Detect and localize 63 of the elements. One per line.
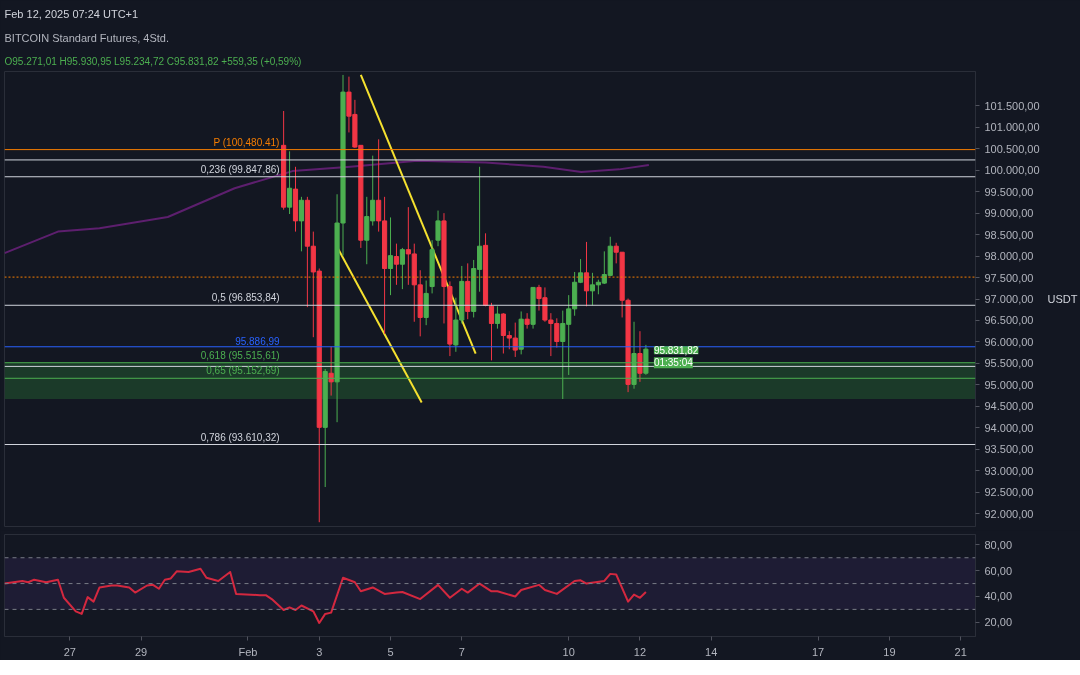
text: Feb 12, 2025 07:24 UTC+1 bbox=[4, 7, 139, 20]
x-tick-label: 14 bbox=[705, 645, 718, 658]
candlestick bbox=[637, 330, 643, 383]
ref-line-label: 0,236 (99.847,86) bbox=[200, 163, 280, 175]
x-tick-label: 17 bbox=[812, 645, 825, 658]
y-tick-label: 97.000,00 bbox=[984, 293, 1034, 305]
x-tick-label: 29 bbox=[134, 645, 148, 658]
y-tick-label: 98.000,00 bbox=[984, 250, 1034, 263]
candlestick bbox=[286, 150, 293, 215]
candlestick bbox=[488, 302, 495, 361]
y-tick-label: 99.500,00 bbox=[984, 185, 1034, 198]
y-axis-title: USDT bbox=[1047, 293, 1078, 305]
y-tick-label: 80,00 bbox=[984, 538, 1013, 551]
candlestick bbox=[387, 216, 394, 296]
y-tick-label: 92.000,00 bbox=[984, 507, 1034, 520]
x-tick-label: 7 bbox=[458, 645, 465, 658]
ref-line-label: 0,5 (96.853,84) bbox=[211, 292, 280, 304]
annotation: 01:35:04 bbox=[653, 357, 694, 369]
ref-line-label: 0,786 (93.610,32) bbox=[200, 431, 280, 443]
y-tick-label: 95.000,00 bbox=[984, 378, 1034, 391]
y-tick-label: 40,00 bbox=[984, 590, 1013, 603]
x-tick-label: 10 bbox=[562, 645, 575, 658]
y-tick-label: 101.500,00 bbox=[984, 99, 1040, 112]
chart-subtitle: O95.271,01 H95.930,95 L95.234,72 C95.831,82 +559,35 (+0,59%) bbox=[4, 55, 302, 67]
ref-line-label: 95.886,99 bbox=[235, 335, 281, 347]
y-tick-label: 101.000,00 bbox=[984, 121, 1040, 134]
x-tick-label: 5 bbox=[387, 645, 394, 658]
y-tick-label: 100.000,00 bbox=[984, 164, 1040, 177]
candlestick bbox=[583, 241, 590, 307]
candlestick bbox=[524, 312, 530, 330]
y-tick-label: 100.500,00 bbox=[984, 142, 1040, 155]
y-tick-label: 96.500,00 bbox=[984, 314, 1034, 327]
candlestick bbox=[399, 247, 405, 290]
y-tick-label: 94.500,00 bbox=[984, 400, 1034, 413]
candlestick bbox=[494, 305, 500, 330]
y-tick-label: 97.500,00 bbox=[984, 271, 1034, 284]
y-tick-label: 20,00 bbox=[984, 616, 1013, 629]
y-tick-label: 92.500,00 bbox=[984, 486, 1034, 499]
y-tick-label: 60,00 bbox=[984, 564, 1013, 577]
annotation: 95.831,82 bbox=[653, 345, 699, 357]
y-tick-label: 93.500,00 bbox=[984, 443, 1034, 456]
candlestick bbox=[393, 243, 400, 286]
x-tick-label: 21 bbox=[954, 645, 967, 658]
y-tick-label: 95.500,00 bbox=[984, 357, 1034, 370]
chart-title: BITCOIN Standard Futures, 4Std. bbox=[4, 31, 169, 44]
y-tick-label: 96.000,00 bbox=[984, 335, 1034, 348]
line-series bbox=[4, 159, 650, 255]
candlestick bbox=[298, 196, 305, 252]
x-tick-label: 12 bbox=[633, 645, 647, 658]
candlestick bbox=[328, 346, 334, 397]
x-tick-label: 27 bbox=[63, 645, 76, 658]
ref-line-label: P (100,480.41) bbox=[213, 136, 280, 148]
line-series bbox=[4, 567, 647, 624]
y-tick-label: 99.000,00 bbox=[984, 207, 1034, 220]
y-tick-label: 93.000,00 bbox=[984, 464, 1034, 477]
ref-line-label: 0,65 (95.152,69) bbox=[206, 365, 280, 377]
ref-line-label: 0,618 (95.515,61) bbox=[200, 349, 280, 361]
x-tick-label: Feb bbox=[238, 645, 258, 658]
candlestick bbox=[435, 210, 441, 247]
x-tick-label: 3 bbox=[316, 645, 323, 658]
y-tick-label: 94.000,00 bbox=[984, 421, 1034, 434]
y-tick-label: 98.500,00 bbox=[984, 228, 1034, 241]
x-tick-label: 19 bbox=[883, 645, 896, 658]
